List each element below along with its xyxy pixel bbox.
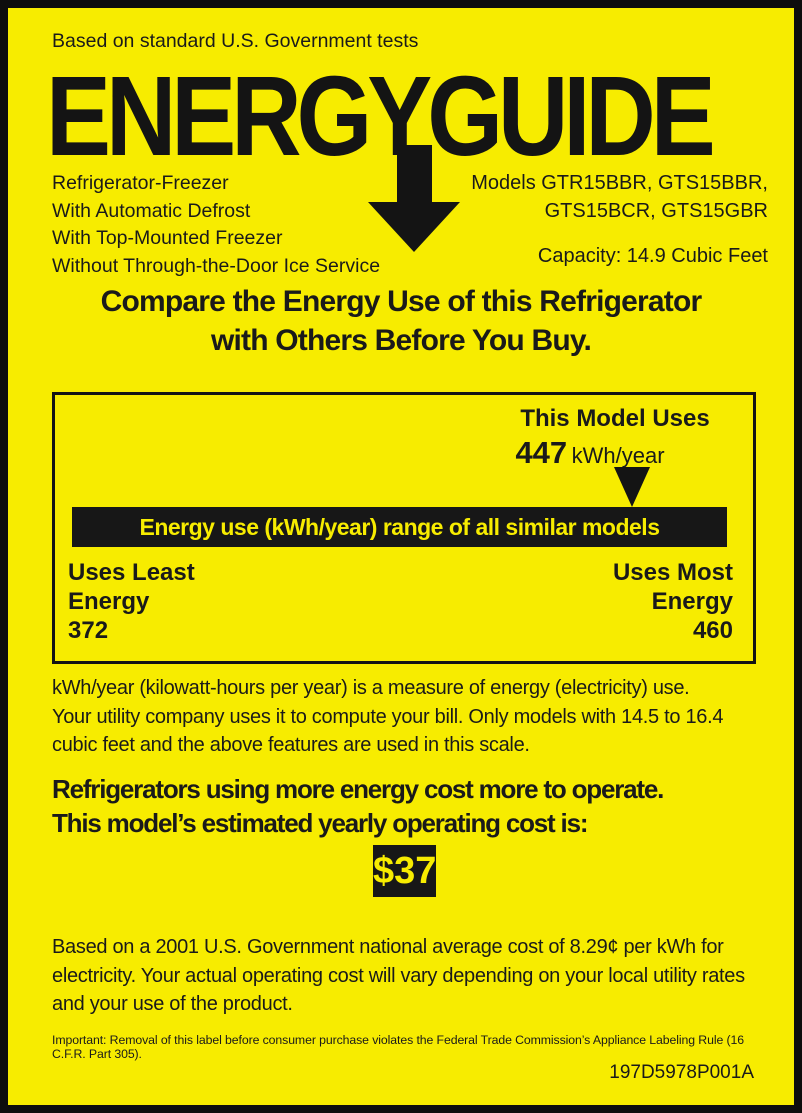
feature-line: Refrigerator-Freezer [52,172,229,194]
compare-heading-line1: Compare the Energy Use of this Refrigera… [100,285,703,318]
this-model-kwh-value: 447 kWh/year [455,435,725,471]
down-arrow-head-icon [368,202,460,252]
kwh-explanation-paragraph: kWh/year (kilowatt-hours per year) is a … [52,674,762,760]
label-part-number: 197D5978P001A [609,1062,754,1083]
feature-line: With Top-Mounted Freezer [52,227,283,249]
model-numbers-line2: GTS15BCR, GTS15GBR [544,199,768,222]
uses-least-line1: Uses Least [68,559,195,586]
model-position-pointer-icon [614,467,650,507]
energyguide-logo: ENERGYGUIDE [46,51,716,180]
uses-least-line2: Energy [68,588,150,615]
this-model-uses-label: This Model Uses [520,405,710,432]
kwh-number: 447 [515,435,568,470]
compare-heading-line2: with Others Before You Buy. [210,324,592,357]
government-tests-disclaimer: Based on standard U.S. Government tests [52,30,419,52]
uses-least-energy: Uses Least Energy 372 [68,558,195,645]
cost-para-line2: electricity. Your actual operating cost … [52,964,745,987]
yearly-cost-badge: $37 [373,845,436,897]
uses-most-line1: Uses Most [612,559,733,586]
down-arrow-icon [397,145,432,205]
operating-cost-heading: Refrigerators using more energy cost mor… [52,772,792,840]
most-value: 460 [692,617,733,644]
uses-most-line2: Energy [651,588,733,615]
least-value: 372 [68,617,109,644]
capacity-text: Capacity: 14.9 Cubic Feet [537,245,768,267]
explain-line3: cubic feet and the above features are us… [52,734,530,756]
model-numbers: Models GTR15BBR, GTS15BBR, GTS15BCR, GTS… [471,170,768,225]
cost-basis-paragraph: Based on a 2001 U.S. Government national… [52,933,772,1019]
compare-heading: Compare the Energy Use of this Refrigera… [0,282,802,360]
cost-heading-line1: Refrigerators using more energy cost mor… [52,774,664,804]
ftc-fine-print: Important: Removal of this label before … [52,1033,744,1061]
kwh-unit: kWh/year [571,443,665,468]
cost-heading-line2: This model’s estimated yearly operating … [52,808,588,838]
feature-line: With Automatic Defrost [52,199,251,222]
cost-para-line1: Based on a 2001 U.S. Government national… [52,936,724,958]
energy-range-box: This Model Uses 447 kWh/year Energy use … [52,392,756,664]
explain-line1: kWh/year (kilowatt-hours per year) is a … [52,677,690,699]
product-features: Refrigerator-Freezer With Automatic Defr… [52,170,380,280]
cost-para-line3: and your use of the product. [52,993,293,1015]
energy-range-bar: Energy use (kWh/year) range of all simil… [72,507,727,547]
model-numbers-line1: Models GTR15BBR, GTS15BBR, [471,172,768,194]
explain-line2: Your utility company uses it to compute … [52,705,724,728]
feature-line: Without Through-the-Door Ice Service [52,254,381,277]
uses-most-energy: Uses Most Energy 460 [613,558,733,645]
